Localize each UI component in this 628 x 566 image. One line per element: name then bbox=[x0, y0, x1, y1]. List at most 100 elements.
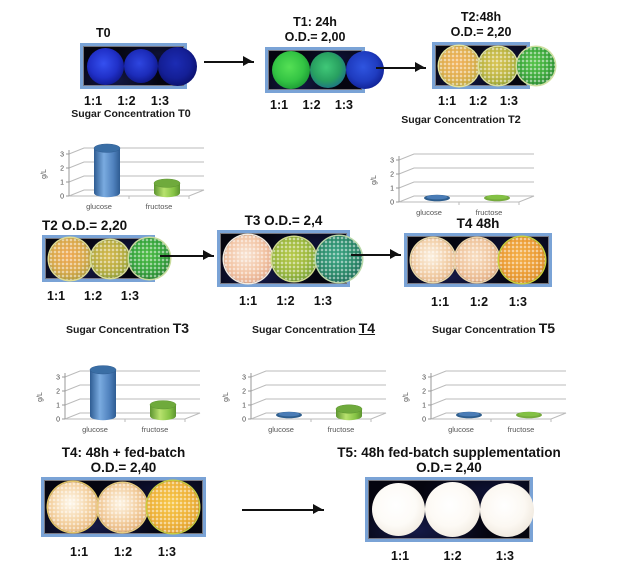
culture-spot bbox=[147, 481, 199, 533]
chart-title-prefix: Sugar Concentration bbox=[431, 324, 536, 336]
chart-block-t3: Sugar Concentration T3 g/L 0 1 2 3 glucose fru… bbox=[30, 320, 225, 441]
culture-spot bbox=[346, 51, 384, 89]
culture-spot bbox=[224, 234, 272, 283]
ratio-label: 1:2 bbox=[117, 94, 136, 108]
culture-spot bbox=[87, 47, 124, 85]
svg-text:2: 2 bbox=[390, 172, 394, 179]
plate-block-t2: T2 O.D.= 2,20 1:1 1:2 1:3 bbox=[42, 218, 170, 303]
culture-spot bbox=[455, 238, 499, 282]
svg-text:g/L: g/L bbox=[41, 169, 48, 179]
ratio-row: 1:1 1:2 1:3 bbox=[42, 289, 155, 303]
svg-text:g/L: g/L bbox=[371, 175, 378, 185]
plate-title-text: T2 O.D.= 2,20 bbox=[42, 218, 128, 233]
ratio-label: 1:3 bbox=[150, 94, 169, 108]
svg-text:2: 2 bbox=[56, 389, 60, 396]
svg-text:glucose: glucose bbox=[82, 425, 108, 434]
ratio-label: 1:3 bbox=[499, 94, 518, 108]
ratio-row: 1:1 1:2 1:3 bbox=[404, 295, 552, 309]
arrow-right-icon bbox=[351, 249, 401, 259]
culture-plate-image-t4 bbox=[404, 233, 552, 287]
plate-od-text: O.D.= 2,40 bbox=[90, 460, 157, 475]
svg-text:glucose: glucose bbox=[416, 208, 442, 217]
culture-plate-image-t0 bbox=[80, 43, 197, 89]
plate-title-text: T4: 48h + fed-batch bbox=[61, 445, 186, 460]
culture-spot bbox=[480, 482, 534, 537]
svg-text:fructose: fructose bbox=[142, 425, 169, 434]
plate-block-t0: T0 1:1 1:2 1:3 bbox=[80, 26, 197, 108]
svg-text:1: 1 bbox=[390, 186, 394, 193]
chart-block-t5: Sugar Concentration T5 g/L 0 1 2 3 glucose fru… bbox=[396, 320, 591, 441]
culture-plate-image-t4-fed bbox=[41, 477, 206, 537]
plate-title-text: T3 O.D.= 2,4 bbox=[244, 213, 323, 228]
ratio-label: 1:3 bbox=[508, 295, 527, 309]
culture-spot bbox=[479, 46, 517, 85]
ratio-label: 1:2 bbox=[468, 94, 488, 108]
svg-text:3: 3 bbox=[60, 152, 64, 159]
svg-text:3: 3 bbox=[56, 375, 60, 382]
chart-block-t2: Sugar Concentration T2 g/L 0 1 2 3 glucose fru… bbox=[366, 114, 556, 224]
plate-block-t1: T1: 24h O.D.= 2,00 1:1 1:2 1:3 bbox=[265, 15, 384, 112]
culture-plate-image-t2 bbox=[432, 42, 555, 89]
culture-spot bbox=[158, 46, 197, 86]
ratio-row: 1:1 1:2 1:3 bbox=[217, 294, 350, 308]
ratio-row: 1:1 1:2 1:3 bbox=[365, 549, 533, 563]
svg-text:fructose: fructose bbox=[145, 202, 172, 211]
svg-text:2: 2 bbox=[422, 389, 426, 396]
svg-text:1: 1 bbox=[60, 180, 64, 187]
plate-block-t4-fed: T4: 48h + fed-batch O.D.= 2,40 1:1 1:2 1:3 bbox=[41, 445, 206, 559]
chart-title: Sugar Concentration T0 bbox=[36, 108, 226, 120]
culture-plate-image-t3 bbox=[217, 230, 362, 287]
ratio-row: 1:1 1:2 1:3 bbox=[80, 94, 187, 108]
arrow-right-icon bbox=[376, 62, 426, 72]
bar-chart-t4: g/L 0 1 2 3 glucose fructose bbox=[223, 370, 387, 434]
bar-chart-t5: g/L 0 1 2 3 glucose fructose bbox=[403, 370, 567, 434]
culture-spot bbox=[316, 235, 362, 282]
plate-title-t4-fed: T4: 48h + fed-batch O.D.= 2,40 bbox=[62, 445, 185, 475]
ratio-label: 1:1 bbox=[84, 94, 103, 108]
plate-title-text: T2:48h bbox=[460, 10, 502, 24]
culture-spot bbox=[372, 483, 425, 536]
ratio-label: 1:2 bbox=[276, 294, 295, 308]
ratio-label: 1:2 bbox=[113, 545, 133, 559]
culture-spot bbox=[49, 237, 91, 280]
svg-text:glucose: glucose bbox=[86, 202, 112, 211]
ratio-label: 1:1 bbox=[391, 549, 410, 563]
chart-title: Sugar Concentration T5 bbox=[396, 320, 591, 336]
bar-chart-t2: g/L 0 1 2 3 glucose fructose bbox=[371, 153, 534, 217]
svg-text:1: 1 bbox=[242, 403, 246, 410]
arrow-right-icon bbox=[204, 56, 254, 66]
ratio-row: 1:1 1:2 1:3 bbox=[265, 98, 365, 112]
svg-text:3: 3 bbox=[422, 375, 426, 382]
ratio-label: 1:1 bbox=[438, 94, 457, 108]
chart-title-suffix: T0 bbox=[177, 108, 191, 120]
chart-title-suffix: T5 bbox=[538, 320, 556, 336]
svg-text:g/L: g/L bbox=[37, 392, 44, 402]
culture-spot bbox=[272, 51, 310, 89]
plate-title-text: T5: 48h fed-batch supplementation bbox=[337, 445, 561, 460]
chart-title: Sugar Concentration T4 bbox=[216, 320, 411, 336]
culture-spot bbox=[129, 238, 170, 279]
ratio-label: 1:3 bbox=[334, 98, 353, 112]
svg-text:0: 0 bbox=[390, 200, 394, 207]
plate-title-t0: T0 bbox=[80, 26, 111, 41]
plate-title-t5: T5: 48h fed-batch supplementation O.D.= … bbox=[337, 445, 561, 475]
ratio-label: 1:1 bbox=[431, 295, 450, 309]
ratio-label: 1:3 bbox=[157, 545, 176, 559]
bar-chart-t3: g/L 0 1 2 3 glucose fructose bbox=[37, 365, 201, 434]
ratio-label: 1:3 bbox=[120, 289, 139, 303]
chart-title-prefix: Sugar Concentration bbox=[251, 324, 356, 336]
svg-text:0: 0 bbox=[56, 417, 60, 424]
chart-title: Sugar Concentration T2 bbox=[366, 114, 556, 126]
chart-title-prefix: Sugar Concentration bbox=[65, 324, 170, 336]
chart-title-prefix: Sugar Concentration bbox=[401, 114, 506, 126]
culture-spot bbox=[425, 482, 480, 537]
svg-text:2: 2 bbox=[60, 166, 64, 173]
ratio-label: 1:1 bbox=[270, 98, 289, 112]
plate-title-t3: T3 O.D.= 2,4 bbox=[245, 213, 323, 228]
svg-text:2: 2 bbox=[242, 389, 246, 396]
plate-block-t2-top: T2:48h O.D.= 2,20 1:1 1:2 1:3 bbox=[432, 10, 555, 108]
ratio-label: 1:1 bbox=[239, 294, 258, 308]
arrow-right-icon bbox=[160, 250, 214, 260]
culture-spot bbox=[48, 482, 98, 532]
